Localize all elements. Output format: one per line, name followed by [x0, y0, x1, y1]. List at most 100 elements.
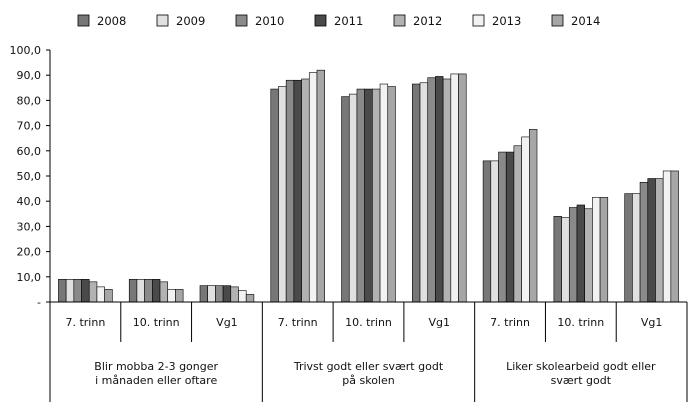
bar-1-1-2011	[81, 279, 90, 303]
legend-label-2013: 2013	[492, 14, 521, 28]
group-label-line: Blir mobba 2-3 gonger	[94, 360, 218, 373]
category-label: 7. trinn	[278, 316, 318, 329]
bar-1-1-2008	[58, 279, 67, 303]
bar-2-3-2011	[435, 76, 444, 303]
bar-1-2-2013	[167, 289, 176, 303]
bar-1-2-2011	[152, 279, 161, 303]
legend-label-2008: 2008	[97, 14, 126, 28]
bar-3-2-2012	[584, 208, 593, 303]
bar-3-3-2013	[662, 170, 672, 303]
legend-swatch-2014	[551, 14, 564, 27]
legend-swatch-2010	[235, 14, 248, 27]
category-label: 10. trinn	[133, 316, 180, 329]
bar-3-1-2010	[498, 151, 507, 303]
bar-3-2-2011	[576, 204, 585, 303]
category-label: Vg1	[429, 316, 451, 329]
bar-3-1-2011	[505, 151, 515, 303]
bar-3-2-2009	[561, 217, 570, 303]
bar-1-2-2012	[159, 281, 169, 303]
bar-3-3-2008	[624, 193, 633, 303]
bar-1-3-2013	[238, 290, 247, 303]
bar-2-2-2010	[356, 88, 365, 303]
bar-2-1-2009	[278, 86, 287, 303]
legend-label-2011: 2011	[334, 14, 363, 28]
bar-3-1-2008	[482, 160, 492, 303]
legend-swatch-2008	[77, 14, 90, 27]
bar-2-3-2014	[458, 73, 467, 303]
legend-label-2009: 2009	[176, 14, 205, 28]
category-label: 10. trinn	[557, 316, 604, 329]
bar-2-2-2014	[387, 86, 396, 303]
y-tick-label: 60,0	[17, 145, 42, 158]
y-tick-label: 90,0	[17, 69, 42, 82]
bar-2-2-2013	[379, 83, 389, 303]
legend-label-2012: 2012	[413, 14, 442, 28]
legend-swatch-2013	[472, 14, 485, 27]
y-tick-label: 10,0	[17, 271, 42, 284]
legend-swatch-2009	[156, 14, 169, 27]
y-tick-label: 40,0	[17, 195, 42, 208]
bar-1-3-2011	[222, 285, 232, 303]
bar-2-1-2011	[293, 79, 302, 303]
bar-1-1-2014	[104, 289, 113, 303]
chart-legend: 2008 2009 2010 2011 2012 2013 2014	[77, 14, 600, 28]
bar-3-3-2011	[647, 178, 656, 303]
legend-swatch-2012	[393, 14, 406, 27]
legend-label-2014: 2014	[571, 14, 600, 28]
x-axis: 7. trinn 10. trinn Vg1 Blir mobba 2-3 gonge…	[50, 301, 688, 402]
bar-1-3-2012	[230, 286, 239, 303]
bar-2-1-2008	[270, 88, 279, 303]
bar-2-2-2009	[348, 93, 358, 303]
bar-3-2-2013	[592, 197, 601, 303]
bar-1-2-2008	[128, 279, 138, 303]
bar-3-3-2012	[655, 178, 664, 303]
category-label: 10. trinn	[345, 316, 392, 329]
bar-2-2-2008	[341, 96, 350, 303]
bar-2-1-2012	[301, 78, 310, 303]
bar-3-2-2010	[568, 207, 578, 303]
bar-1-3-2010	[215, 285, 224, 303]
bar-3-3-2014	[670, 170, 679, 303]
bar-3-3-2010	[639, 182, 649, 303]
group-label-line: svært godt	[551, 374, 612, 387]
group-label-line: i månaden eller oftare	[95, 374, 217, 387]
bar-2-1-2013	[308, 72, 318, 303]
y-tick-label: 70,0	[17, 120, 42, 133]
bar-1-3-2008	[199, 285, 208, 303]
bar-1-1-2009	[65, 279, 75, 303]
y-tick-label: 50,0	[17, 170, 42, 183]
bar-1-2-2010	[144, 279, 153, 303]
bar-1-2-2014	[175, 289, 184, 303]
bar-2-3-2009	[419, 82, 429, 303]
bar-1-1-2012	[88, 281, 98, 303]
bar-1-1-2013	[96, 286, 105, 303]
bar-2-3-2010	[427, 77, 436, 303]
bar-3-1-2012	[513, 145, 522, 303]
bar-2-1-2010	[285, 79, 295, 303]
group-label-line: på skolen	[342, 374, 394, 387]
bar-2-3-2012	[442, 78, 452, 303]
y-tick-label: -	[37, 296, 41, 309]
bar-2-3-2013	[450, 73, 459, 303]
bar-1-1-2010	[73, 279, 82, 303]
bar-3-1-2014	[529, 129, 538, 303]
bar-2-2-2011	[364, 88, 373, 303]
bar-3-2-2008	[553, 216, 562, 303]
bar-2-3-2008	[412, 83, 421, 303]
bar-2-1-2014	[316, 69, 325, 303]
y-axis: - 10,0 20,0 30,0 40,0 50,0 60,0 70,0 80,0 90,0 100…	[10, 44, 51, 402]
y-tick-label: 20,0	[17, 246, 42, 259]
category-label: Vg1	[641, 316, 663, 329]
bar-1-3-2009	[207, 285, 216, 303]
bar-area	[58, 69, 679, 303]
category-label: 7. trinn	[490, 316, 530, 329]
y-tick-label: 100,0	[10, 44, 42, 57]
category-label: 7. trinn	[65, 316, 105, 329]
y-tick-label: 30,0	[17, 220, 42, 233]
legend-swatch-2011	[314, 14, 327, 27]
group-label-line: Trivst godt eller svært godt	[293, 360, 444, 373]
group-label-line: Liker skolearbeid godt eller	[506, 360, 656, 373]
bar-3-1-2009	[490, 160, 499, 303]
bar-1-3-2014	[245, 294, 255, 303]
